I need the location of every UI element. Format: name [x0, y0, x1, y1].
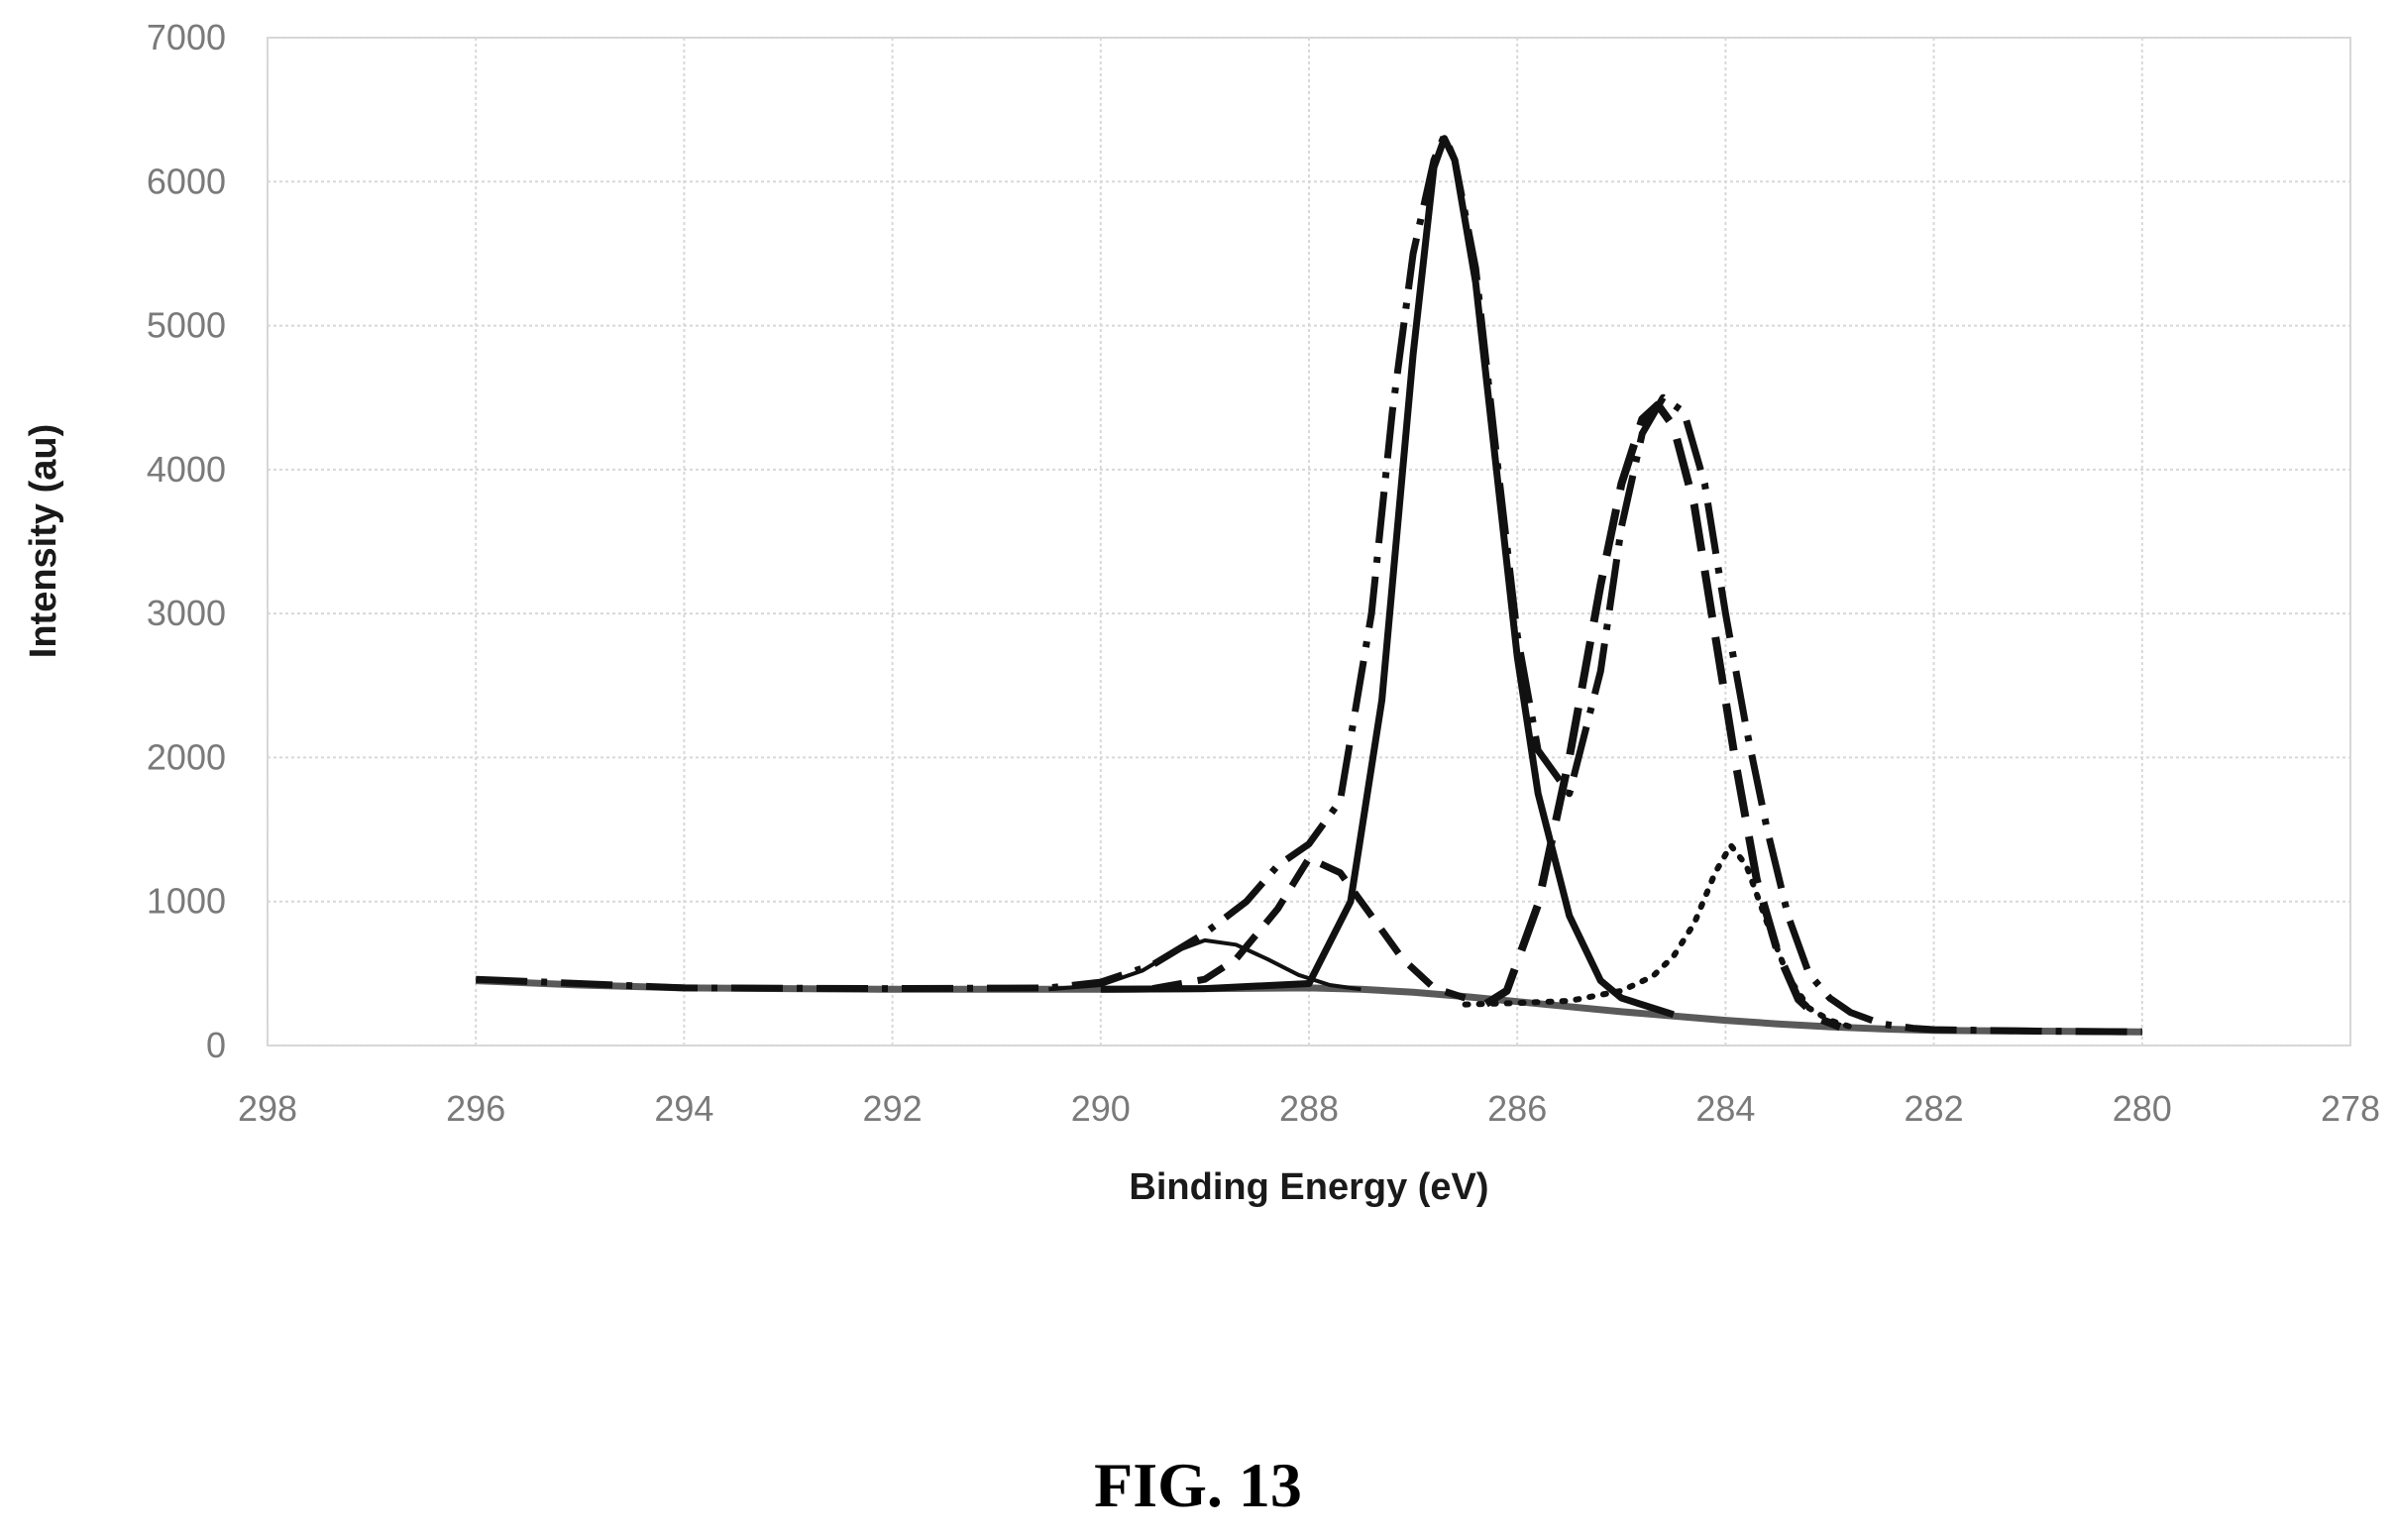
x-tick-label: 288	[1279, 1088, 1339, 1129]
x-axis-label: Binding Energy (eV)	[1129, 1166, 1488, 1208]
series-line-envelope-dash-dot	[476, 132, 2142, 1036]
x-tick-label: 284	[1695, 1088, 1755, 1129]
series-line-dashed	[1151, 854, 1467, 1002]
x-tick-label: 290	[1071, 1088, 1131, 1129]
x-tick-label: 294	[654, 1088, 713, 1129]
y-tick-label: 2000	[147, 736, 226, 777]
x-tick-labels: 298 296 294 292 290 288 286 284 282 280 278	[238, 1088, 2380, 1129]
y-tick-label: 0	[206, 1025, 226, 1065]
y-tick-labels: 0 1000 2000 3000 4000 5000 6000 7000	[147, 17, 226, 1065]
y-tick-label: 7000	[147, 17, 226, 57]
x-tick-label: 298	[238, 1088, 297, 1129]
x-tick-label: 278	[2321, 1088, 2380, 1129]
gridlines	[267, 37, 2351, 1046]
series-line-dotted	[1462, 842, 1854, 1031]
figure-caption: FIG. 13	[1094, 1450, 1302, 1520]
x-tick-label: 292	[863, 1088, 923, 1129]
x-tick-label: 280	[2113, 1088, 2172, 1129]
x-tick-label: 286	[1487, 1088, 1547, 1129]
y-tick-label: 3000	[147, 593, 226, 633]
y-tick-label: 1000	[147, 881, 226, 922]
series-layer	[476, 132, 2142, 1036]
y-tick-label: 5000	[147, 305, 226, 346]
x-tick-label: 282	[1905, 1088, 1964, 1129]
y-tick-label: 6000	[147, 161, 226, 201]
series-line-long-dash	[1483, 400, 1842, 1031]
y-axis-label: Intensity (au)	[23, 424, 64, 658]
x-tick-label: 296	[446, 1088, 505, 1129]
y-tick-label: 4000	[147, 449, 226, 490]
